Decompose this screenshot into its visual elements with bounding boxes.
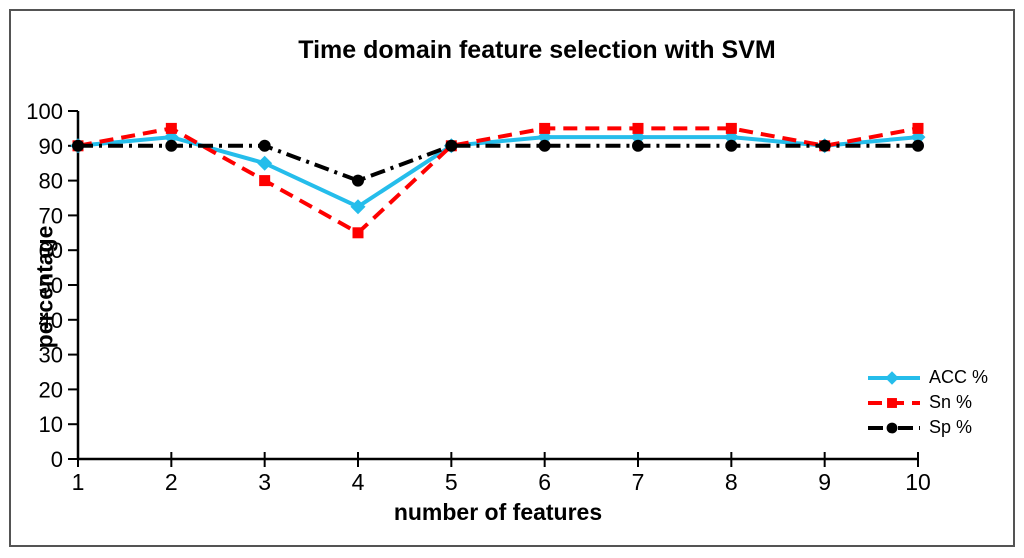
data-point-square [539,122,551,134]
data-point-diamond [257,155,273,171]
x-tick-label: 5 [445,469,458,495]
y-tick-label: 30 [39,343,63,368]
x-tick-label: 8 [725,469,738,495]
y-tick-label: 90 [39,134,63,159]
chart-title: Time domain feature selection with SVM [298,36,776,64]
legend-item-sp: Sp % [866,415,988,440]
series-line-acc [77,135,919,209]
data-point-circle [632,139,644,152]
y-tick-label: 20 [39,377,63,402]
x-tick-label: 6 [538,469,551,495]
legend-sample-acc [868,370,920,385]
data-point-square [165,122,177,134]
legend-label-sp: Sp % [929,417,973,437]
data-point-circle [258,139,271,152]
series-sp [72,139,924,187]
data-point-diamond [885,370,899,385]
data-point-circle [725,139,738,152]
data-point-square [352,227,364,239]
figure-border [9,9,1015,547]
data-point-square [887,397,897,408]
y-tick-label: 40 [39,308,63,333]
y-tick-label: 60 [39,238,63,263]
legend: ACC % Sn % Sp % [866,365,988,440]
y-tick-label: 70 [39,203,63,228]
x-tick-label: 1 [72,469,85,495]
x-tick-label: 4 [352,469,365,495]
data-point-square [632,122,644,134]
legend-label-acc: ACC % [929,367,989,387]
data-point-circle [445,139,458,152]
data-point-circle [912,139,924,152]
y-tick-label: 80 [39,169,63,194]
legend-sample-sn [868,397,920,408]
x-tick-label: 3 [258,469,271,495]
legend-label-sn: Sn % [929,392,973,412]
data-point-circle [352,174,364,187]
x-tick-label: 10 [905,469,931,495]
series-acc [70,129,926,215]
x-tick-label: 2 [165,469,178,495]
data-point-diamond [350,199,366,215]
x-tick-label: 9 [818,469,831,495]
data-point-circle [886,422,898,433]
legend-item-acc: ACC % [866,365,988,390]
data-point-square [912,122,924,134]
data-point-circle [165,139,178,152]
x-tick-label: 7 [632,469,645,495]
series-line-sp [78,143,918,183]
legend-sample-sp [868,422,920,433]
y-tick-label: 0 [51,447,63,472]
data-point-circle [72,139,84,152]
y-tick-label: 100 [26,99,63,124]
data-point-square [725,122,737,134]
y-tick-label: 50 [39,273,63,298]
y-tick-label: 10 [39,412,63,437]
legend-item-sn: Sn % [866,390,988,415]
x-axis-title: number of features [393,499,603,525]
data-point-circle [538,139,551,152]
data-point-square [259,175,271,187]
data-point-circle [818,139,831,152]
